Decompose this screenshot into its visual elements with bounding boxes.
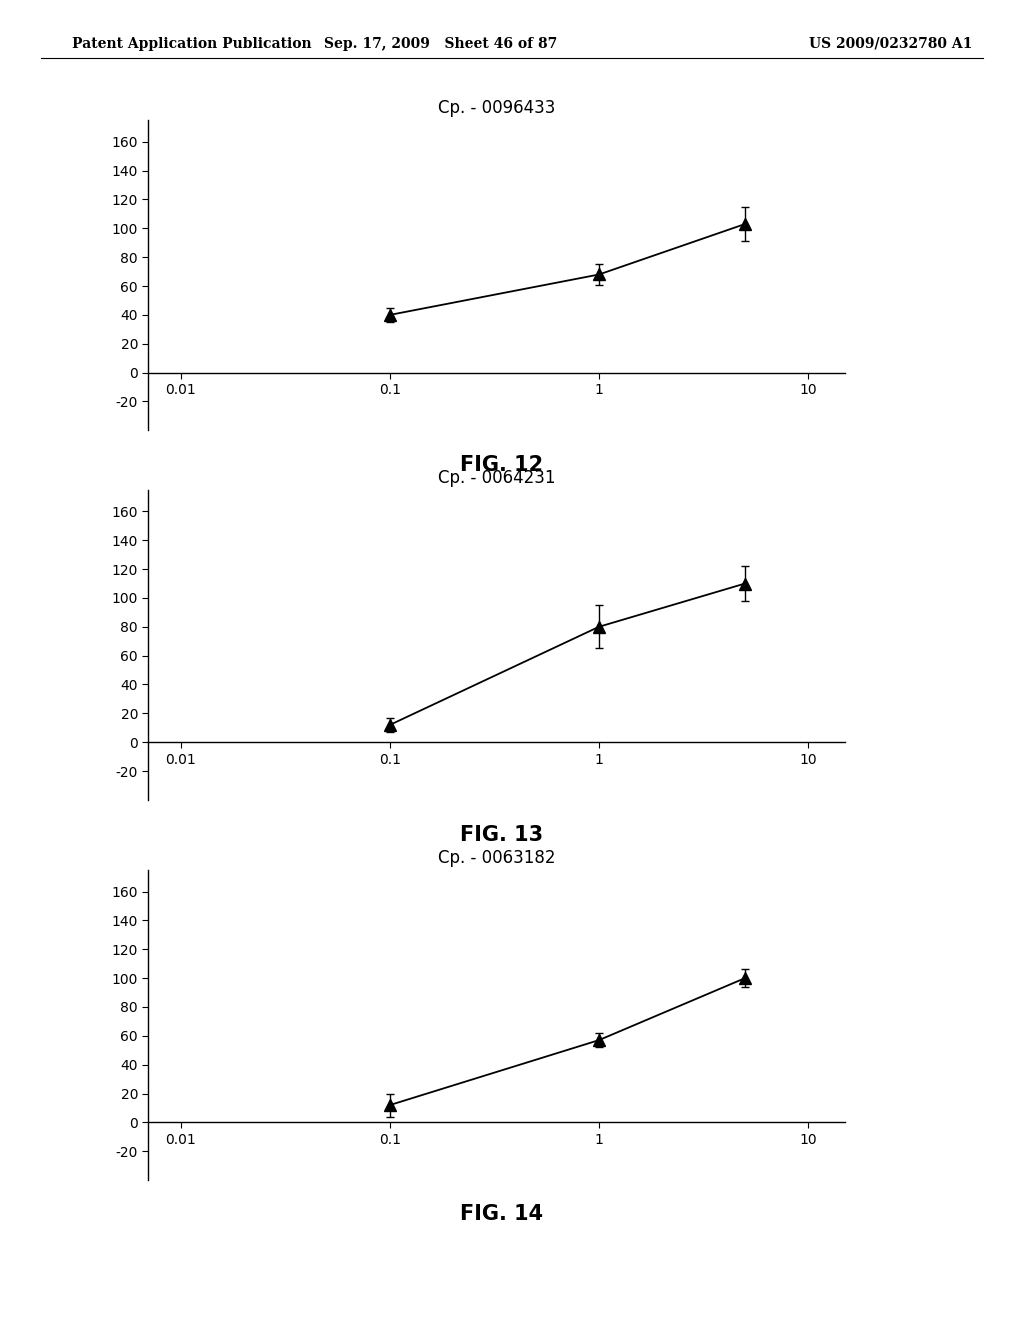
Text: US 2009/0232780 A1: US 2009/0232780 A1 [809,37,973,51]
Title: Cp. - 0064231: Cp. - 0064231 [438,469,555,487]
Text: Sep. 17, 2009   Sheet 46 of 87: Sep. 17, 2009 Sheet 46 of 87 [324,37,557,51]
Text: Patent Application Publication: Patent Application Publication [72,37,311,51]
Text: FIG. 14: FIG. 14 [460,1204,544,1224]
Text: FIG. 12: FIG. 12 [460,455,544,475]
Text: FIG. 13: FIG. 13 [460,825,544,845]
Title: Cp. - 0096433: Cp. - 0096433 [438,99,555,117]
Title: Cp. - 0063182: Cp. - 0063182 [438,849,555,867]
